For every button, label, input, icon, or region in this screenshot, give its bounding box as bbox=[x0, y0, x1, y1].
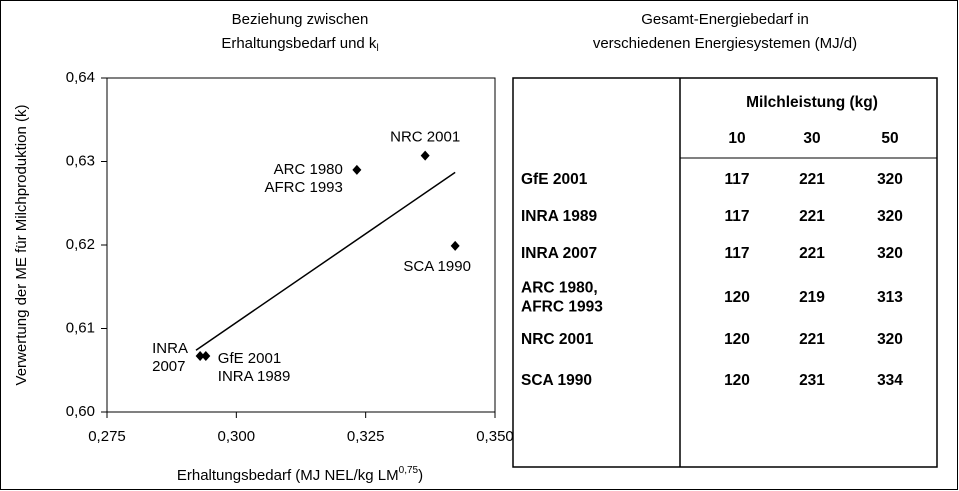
point bbox=[352, 164, 362, 175]
y-tick-label: 0,63 bbox=[66, 152, 95, 169]
table-cell: 117 bbox=[724, 208, 749, 225]
chart-title: Beziehung zwischen bbox=[232, 11, 369, 28]
x-tick-label: 0,325 bbox=[347, 428, 385, 445]
x-label-sup: 0,75 bbox=[399, 465, 419, 476]
table-cell: 320 bbox=[877, 331, 903, 348]
x-tick-label: 0,300 bbox=[218, 428, 256, 445]
point-label: 2007 bbox=[152, 358, 185, 375]
chart-title: Erhaltungsbedarf und kl bbox=[221, 35, 378, 54]
table-cell: 219 bbox=[799, 289, 825, 306]
point-label: NRC 2001 bbox=[390, 129, 460, 146]
point-label: INRA bbox=[152, 340, 188, 357]
table-row-label: INRA 2007 bbox=[521, 245, 597, 262]
table-title: verschiedenen Energiesystemen (MJ/d) bbox=[593, 35, 857, 52]
chart-title-text: Erhaltungsbedarf und k bbox=[221, 35, 377, 52]
table-cell: 120 bbox=[724, 331, 750, 348]
y-tick-label: 0,62 bbox=[66, 236, 95, 253]
table-cell: 117 bbox=[724, 245, 749, 262]
table-cell: 313 bbox=[877, 289, 903, 306]
point-label: SCA 1990 bbox=[403, 258, 471, 275]
table-cell: 320 bbox=[877, 245, 903, 262]
point-label: GfE 2001 bbox=[218, 350, 281, 367]
table-frame bbox=[512, 77, 938, 468]
point-label: AFRC 1993 bbox=[264, 179, 342, 196]
y-tick-label: 0,61 bbox=[66, 319, 95, 336]
x-tick-label: 0,275 bbox=[88, 428, 126, 445]
table-row-label: GfE 2001 bbox=[521, 171, 588, 188]
table-cell: 221 bbox=[799, 245, 825, 262]
point bbox=[420, 150, 430, 161]
table-cell: 221 bbox=[799, 171, 825, 188]
chart-title-subscript: l bbox=[376, 43, 378, 54]
table-column-header: 30 bbox=[803, 130, 820, 147]
x-axis-label: Erhaltungsbedarf (MJ NEL/kg LM0,75) bbox=[177, 465, 423, 484]
point bbox=[450, 240, 460, 251]
table-row-label: NRC 2001 bbox=[521, 331, 594, 348]
y-axis-label: Verwertung der ME für Milchproduktion (k… bbox=[13, 105, 30, 386]
table-title: Gesamt-Energiebedarf in bbox=[641, 11, 809, 28]
table-cell: 221 bbox=[799, 208, 825, 225]
table-cell: 334 bbox=[877, 372, 903, 389]
table-row-label: INRA 1989 bbox=[521, 208, 597, 225]
point bbox=[195, 351, 205, 362]
x-label-text: Erhaltungsbedarf (MJ NEL/kg LM bbox=[177, 467, 399, 484]
trendline bbox=[195, 171, 456, 351]
x-tick-label: 0,350 bbox=[476, 428, 514, 445]
table-row-label: SCA 1990 bbox=[521, 372, 592, 389]
point bbox=[201, 351, 211, 362]
table-cell: 120 bbox=[724, 372, 750, 389]
table-column-header: 10 bbox=[728, 130, 745, 147]
table-cell: 320 bbox=[877, 171, 903, 188]
plot-area bbox=[106, 77, 496, 413]
table-group-header: Milchleistung (kg) bbox=[746, 94, 878, 111]
table-cell: 120 bbox=[724, 289, 750, 306]
x-label-end: ) bbox=[418, 467, 423, 484]
table-column-header: 50 bbox=[881, 130, 898, 147]
table-row-label: AFRC 1993 bbox=[521, 299, 603, 316]
y-tick-label: 0,60 bbox=[66, 403, 95, 420]
point-label: ARC 1980 bbox=[274, 161, 343, 178]
table-cell: 320 bbox=[877, 208, 903, 225]
table-cell: 117 bbox=[724, 171, 749, 188]
table-cell: 221 bbox=[799, 331, 825, 348]
table-cell: 231 bbox=[799, 372, 825, 389]
table-row-label: ARC 1980, bbox=[521, 280, 598, 297]
y-tick-label: 0,64 bbox=[66, 69, 95, 86]
point-label: INRA 1989 bbox=[218, 368, 291, 385]
